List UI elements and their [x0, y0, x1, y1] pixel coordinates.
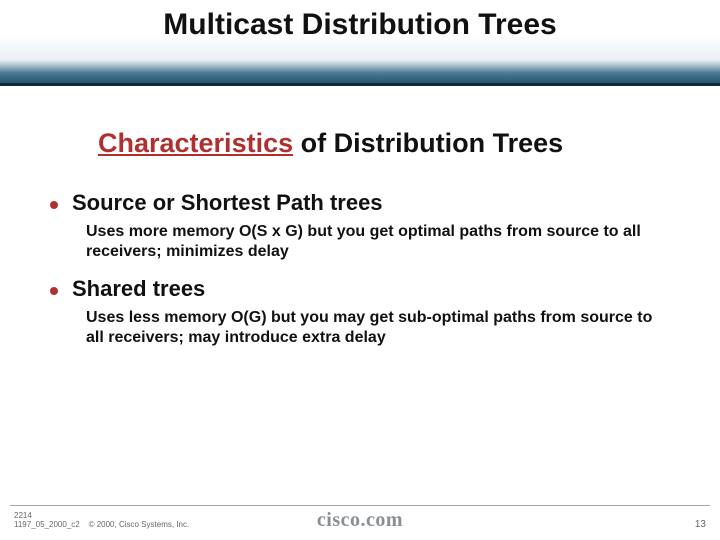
subtitle-accent: Characteristics — [98, 128, 293, 158]
subtitle-rest: of Distribution Trees — [293, 128, 563, 158]
bullet-head: Source or Shortest Path trees — [72, 190, 383, 216]
bullet-dot-icon — [50, 201, 58, 209]
bullet-body: Uses more memory O(S x G) but you get op… — [86, 222, 656, 262]
slide: Multicast Distribution Trees Characteris… — [0, 0, 720, 540]
bullet-row: Shared trees — [50, 276, 670, 302]
bullet-head: Shared trees — [72, 276, 205, 302]
bullet-row: Source or Shortest Path trees — [50, 190, 670, 216]
bullet-item: Shared trees Uses less memory O(G) but y… — [50, 276, 670, 348]
bullet-list: Source or Shortest Path trees Uses more … — [50, 190, 670, 362]
footer-page-number: 13 — [695, 519, 706, 530]
bullet-body: Uses less memory O(G) but you may get su… — [86, 308, 656, 348]
bullet-item: Source or Shortest Path trees Uses more … — [50, 190, 670, 262]
bullet-dot-icon — [50, 287, 58, 295]
footer-divider — [10, 505, 710, 506]
slide-subtitle: Characteristics of Distribution Trees — [98, 128, 563, 159]
footer-brand: cisco.com — [0, 509, 720, 532]
slide-title: Multicast Distribution Trees — [0, 8, 720, 42]
